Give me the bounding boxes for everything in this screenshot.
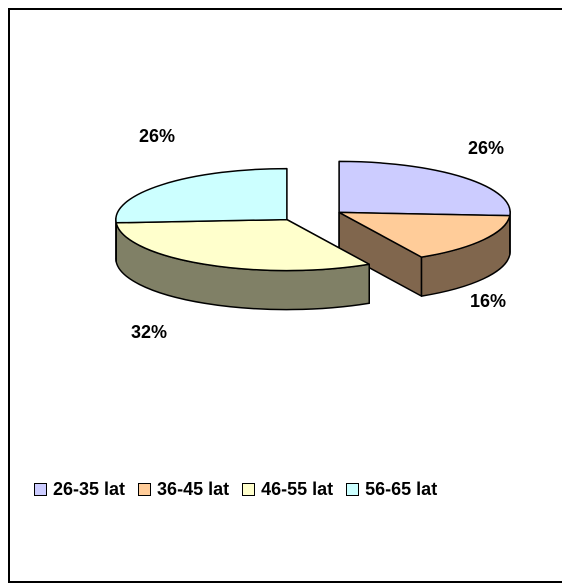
legend-label-36-45: 36-45 lat xyxy=(157,479,229,500)
data-label-56-65: 26% xyxy=(139,126,175,147)
pie-slice-26-35 xyxy=(339,161,510,215)
data-label-26-35: 26% xyxy=(468,138,504,159)
data-label-46-55: 32% xyxy=(131,322,167,343)
legend-item-56-65: 56-65 lat xyxy=(346,479,437,500)
legend-swatch-26-35 xyxy=(34,483,47,496)
chart-area: 26% 16% 32% 26% 26-35 lat 36-45 lat 46-5… xyxy=(8,8,562,583)
legend-label-26-35: 26-35 lat xyxy=(53,479,125,500)
legend-item-46-55: 46-55 lat xyxy=(242,479,333,500)
legend-swatch-56-65 xyxy=(346,483,359,496)
legend-swatch-36-45 xyxy=(138,483,151,496)
chart-legend: 26-35 lat 36-45 lat 46-55 lat 56-65 lat xyxy=(34,479,450,500)
legend-label-56-65: 56-65 lat xyxy=(365,479,437,500)
legend-item-36-45: 36-45 lat xyxy=(138,479,229,500)
pie-slice-56-65 xyxy=(116,169,287,223)
legend-item-26-35: 26-35 lat xyxy=(34,479,125,500)
legend-swatch-46-55 xyxy=(242,483,255,496)
data-label-36-45: 16% xyxy=(470,291,506,312)
legend-label-46-55: 46-55 lat xyxy=(261,479,333,500)
